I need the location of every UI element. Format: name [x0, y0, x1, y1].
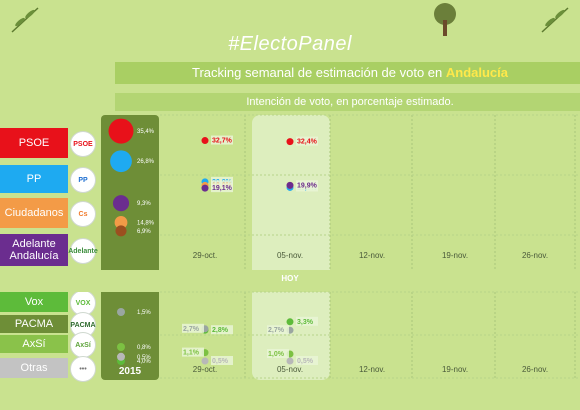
- point-2015: [110, 150, 132, 173]
- data-label: 0,5%: [297, 358, 314, 365]
- data-label: 1,1%: [183, 350, 200, 357]
- data-label: 1,0%: [268, 351, 285, 358]
- data-label: 3,3%: [297, 319, 314, 326]
- data-label-bg: [296, 180, 318, 190]
- point-2015: [114, 216, 128, 229]
- party-label-otras: Otras: [0, 358, 68, 378]
- data-label: 2,8%: [212, 327, 229, 334]
- olive-tree-icon: [425, 2, 465, 38]
- data-label-2015: 1,5%: [137, 310, 151, 316]
- data-label-bg: [182, 347, 204, 357]
- x-tick-label: 19-nov.: [442, 251, 468, 260]
- point-2015: [117, 343, 125, 351]
- psoe-logo-icon: PSOE: [70, 131, 96, 157]
- data-label-bg: [211, 135, 233, 145]
- chart-title: Tracking semanal de estimación de voto e…: [115, 62, 580, 84]
- data-label-bg: [296, 316, 318, 326]
- brand-title: #ElectoPanel: [228, 33, 352, 55]
- point-2015: [117, 352, 125, 361]
- data-label-2015: 26,8%: [137, 159, 155, 165]
- title-region: Andalucía: [445, 65, 508, 80]
- olive-branch-icon: [540, 6, 570, 34]
- pp-logo-icon: PP: [70, 167, 96, 193]
- data-label-2015: 0,8%: [137, 345, 151, 351]
- x-tick-label: 29-oct.: [193, 251, 217, 260]
- point-2015: [108, 118, 134, 144]
- olive-branch-icon: [10, 6, 40, 34]
- data-label-2015: 9,3%: [137, 201, 151, 207]
- point-week: [286, 181, 294, 189]
- party-label-ciudadanos: Ciudadanos: [0, 198, 68, 228]
- data-label-bg: [267, 325, 289, 335]
- data-label-bg: [182, 323, 204, 333]
- data-label: 2,7%: [183, 326, 200, 333]
- data-label: 32,7%: [212, 138, 233, 145]
- party-label-adelante: Adelante Andalucía: [0, 234, 68, 266]
- point-week: [201, 184, 209, 192]
- x-tick-label: 05-nov.: [277, 251, 303, 260]
- x-tick-label: 12-nov.: [359, 365, 385, 374]
- x-tick-label: 19-nov.: [442, 365, 468, 374]
- data-label: 2,7%: [268, 327, 285, 334]
- x-tick-label: 26-nov.: [522, 365, 548, 374]
- data-label-2015: 6,9%: [137, 229, 151, 235]
- point-2015: [112, 195, 130, 212]
- data-label-2015: 4,0%: [137, 359, 151, 365]
- point-week: [286, 357, 294, 365]
- party-label-pacma: PACMA: [0, 315, 68, 333]
- x-tick-label: 29-oct.: [193, 365, 217, 374]
- data-label: 0,5%: [212, 358, 229, 365]
- point-2015: [117, 308, 125, 316]
- data-label-2015: 0,5%: [137, 355, 151, 361]
- column-today: [252, 115, 330, 380]
- party-label-psoe: PSOE: [0, 128, 68, 158]
- data-label-2015: 14,8%: [137, 220, 155, 226]
- data-label: 32,4%: [297, 139, 318, 146]
- x-tick-label: 12-nov.: [359, 251, 385, 260]
- data-label-bg: [211, 325, 233, 335]
- point-week: [286, 318, 294, 326]
- separator: [0, 270, 580, 292]
- title-prefix: Tracking semanal de estimación de voto e…: [192, 65, 446, 80]
- data-label-bg: [296, 136, 318, 146]
- party-label-vox: Vox: [0, 292, 68, 312]
- chart-subtitle: Intención de voto, en porcentaje estimad…: [115, 93, 580, 111]
- data-label: 19,9%: [297, 182, 318, 189]
- ciudadanos-logo-icon: Cs: [70, 201, 96, 227]
- point-2015: [115, 225, 127, 237]
- x-tick-label: 05-nov.: [277, 365, 303, 374]
- point-week: [201, 357, 209, 365]
- party-label-pp: PP: [0, 165, 68, 193]
- point-week: [201, 137, 209, 145]
- party-label-axsi: AxSí: [0, 335, 68, 353]
- data-label-bg: [267, 349, 289, 358]
- today-label: HOY: [281, 274, 299, 283]
- x-tick-label: 26-nov.: [522, 251, 548, 260]
- data-label-bg: [296, 356, 318, 365]
- otras-logo-icon: •••: [70, 356, 96, 382]
- data-label-bg: [211, 183, 233, 193]
- adelante-logo-icon: Adelante: [68, 238, 98, 264]
- year-label: 2015: [118, 366, 142, 377]
- data-label: 19,1%: [212, 185, 233, 192]
- data-label-bg: [211, 356, 233, 365]
- data-label-2015: 35,4%: [137, 129, 155, 135]
- point-week: [286, 138, 294, 146]
- axsi-logo-icon: AxSí: [70, 332, 96, 358]
